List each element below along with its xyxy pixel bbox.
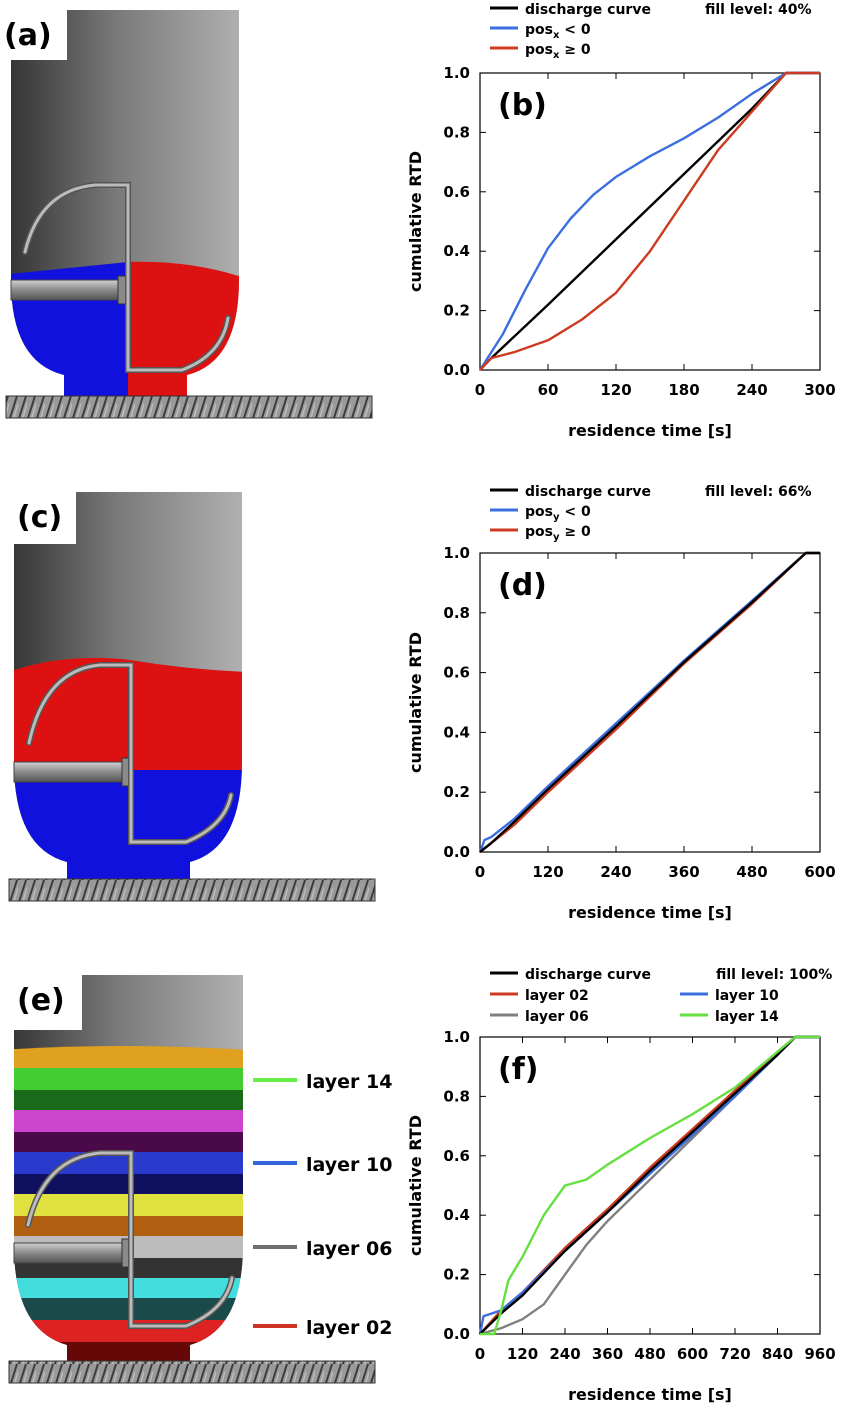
x-axis-label: residence time [s] xyxy=(568,903,732,922)
chart-f: 0 120 240 360 480 600 720 840 960 0.0 0.2 0.4 0.6 0.8… xyxy=(406,967,836,1404)
x-tick-label: 180 xyxy=(668,381,699,399)
legend-label-entry-2: posy ≥ 0 xyxy=(525,524,591,543)
panel-a-tag-bg xyxy=(0,0,67,60)
x-tick-label: 240 xyxy=(736,381,767,399)
y-tick-label: 0.4 xyxy=(443,1206,470,1224)
x-tick-label: 720 xyxy=(719,1345,750,1363)
y-tick-label: 0.4 xyxy=(443,723,470,741)
x-tick-label: 300 xyxy=(804,381,835,399)
y-tick-label: 0.4 xyxy=(443,242,470,260)
layer-10-label: layer 10 xyxy=(306,1154,392,1176)
legend-label-entry-0: discharge curve xyxy=(525,2,651,18)
y-tick-label: 0.0 xyxy=(443,361,470,379)
series-line-4 xyxy=(480,1035,820,1336)
x-tick-label: 480 xyxy=(634,1345,665,1363)
x-tick-label: 0 xyxy=(475,863,485,881)
chart-d: 0 120 240 360 480 600 0.0 0.2 0.4 0.6 0.8 1.0 reside… xyxy=(406,484,836,922)
legend-label-entry-1: posx < 0 xyxy=(525,22,591,41)
panel-e-layer-legend: layer 14 layer 10 layer 06 layer 02 xyxy=(253,1071,392,1339)
x-axis-label: residence time [s] xyxy=(568,1385,732,1404)
y-tick-label: 0.0 xyxy=(443,1325,470,1343)
x-tick-label: 240 xyxy=(600,863,631,881)
series-line-2 xyxy=(479,71,820,371)
y-tick-label: 0.0 xyxy=(443,843,470,861)
y-tick-label: 0.2 xyxy=(443,302,470,320)
y-tick-label: 0.6 xyxy=(443,183,470,201)
y-tick-label: 1.0 xyxy=(443,64,470,82)
x-tick-label: 840 xyxy=(762,1345,793,1363)
fill-level-label: fill level: 66% xyxy=(705,484,812,500)
legend-label-layer-14: layer 14 xyxy=(715,1009,779,1025)
x-tick-label: 600 xyxy=(677,1345,708,1363)
y-axis-label: cumulative RTD xyxy=(406,151,425,292)
plot-frame xyxy=(479,552,821,853)
y-tick-label: 0.2 xyxy=(443,1266,470,1284)
plot-frame xyxy=(479,72,821,371)
layer-06-label: layer 06 xyxy=(306,1238,392,1260)
legend-label-layer-10: layer 10 xyxy=(715,988,779,1004)
x-tick-label: 60 xyxy=(538,381,559,399)
chart-tag: (f) xyxy=(498,1052,538,1087)
layer-14-label: layer 14 xyxy=(306,1071,392,1093)
legend-label-entry-0: discharge curve xyxy=(525,484,651,500)
x-tick-label: 0 xyxy=(475,381,485,399)
x-tick-label: 120 xyxy=(532,863,563,881)
legend-label-discharge: discharge curve xyxy=(525,967,651,983)
legend-label-layer-02: layer 02 xyxy=(525,988,589,1004)
y-tick-label: 0.6 xyxy=(443,664,470,682)
x-tick-label: 360 xyxy=(668,863,699,881)
series-line-2 xyxy=(479,551,820,853)
y-axis-label: cumulative RTD xyxy=(406,1115,425,1256)
y-tick-label: 0.8 xyxy=(443,604,470,622)
y-tick-label: 1.0 xyxy=(443,1028,470,1046)
panel-e-tag: (e) xyxy=(17,983,65,1018)
panel-e-silo-illustration xyxy=(8,975,376,1384)
chart-tag: (d) xyxy=(498,568,547,603)
x-tick-label: 960 xyxy=(804,1345,835,1363)
x-tick-label: 0 xyxy=(475,1345,485,1363)
chart-tag: (b) xyxy=(498,88,547,123)
x-tick-label: 480 xyxy=(736,863,767,881)
x-tick-label: 240 xyxy=(549,1345,580,1363)
x-tick-label: 600 xyxy=(804,863,835,881)
layer-02-label: layer 02 xyxy=(306,1317,392,1339)
panel-a-silo-illustration xyxy=(5,10,373,419)
y-tick-label: 0.8 xyxy=(443,1087,470,1105)
x-tick-label: 120 xyxy=(600,381,631,399)
panel-c-tag: (c) xyxy=(17,500,62,535)
y-tick-label: 1.0 xyxy=(443,544,470,562)
panel-a-tag: (a) xyxy=(4,18,52,53)
panel-e-tag-bg xyxy=(0,964,82,1030)
legend-label-entry-2: posx ≥ 0 xyxy=(525,42,591,61)
fill-level-label: fill level: 100% xyxy=(716,967,832,983)
y-axis-label: cumulative RTD xyxy=(406,632,425,773)
x-tick-label: 120 xyxy=(507,1345,538,1363)
series-line-1 xyxy=(478,71,820,371)
fill-level-label: fill level: 40% xyxy=(705,2,812,18)
y-tick-label: 0.2 xyxy=(443,783,470,801)
panel-c-tag-bg xyxy=(0,478,76,544)
legend-label-layer-06: layer 06 xyxy=(525,1009,589,1025)
y-tick-label: 0.6 xyxy=(443,1147,470,1165)
series-line-3 xyxy=(479,1035,820,1335)
x-tick-label: 360 xyxy=(592,1345,623,1363)
legend-label-entry-1: posy < 0 xyxy=(525,504,591,523)
y-tick-label: 0.8 xyxy=(443,123,470,141)
chart-b: 0 60 120 180 240 300 0.0 0.2 0.4 0.6 0.8 1.0 residen… xyxy=(406,2,836,440)
x-axis-label: residence time [s] xyxy=(568,421,732,440)
